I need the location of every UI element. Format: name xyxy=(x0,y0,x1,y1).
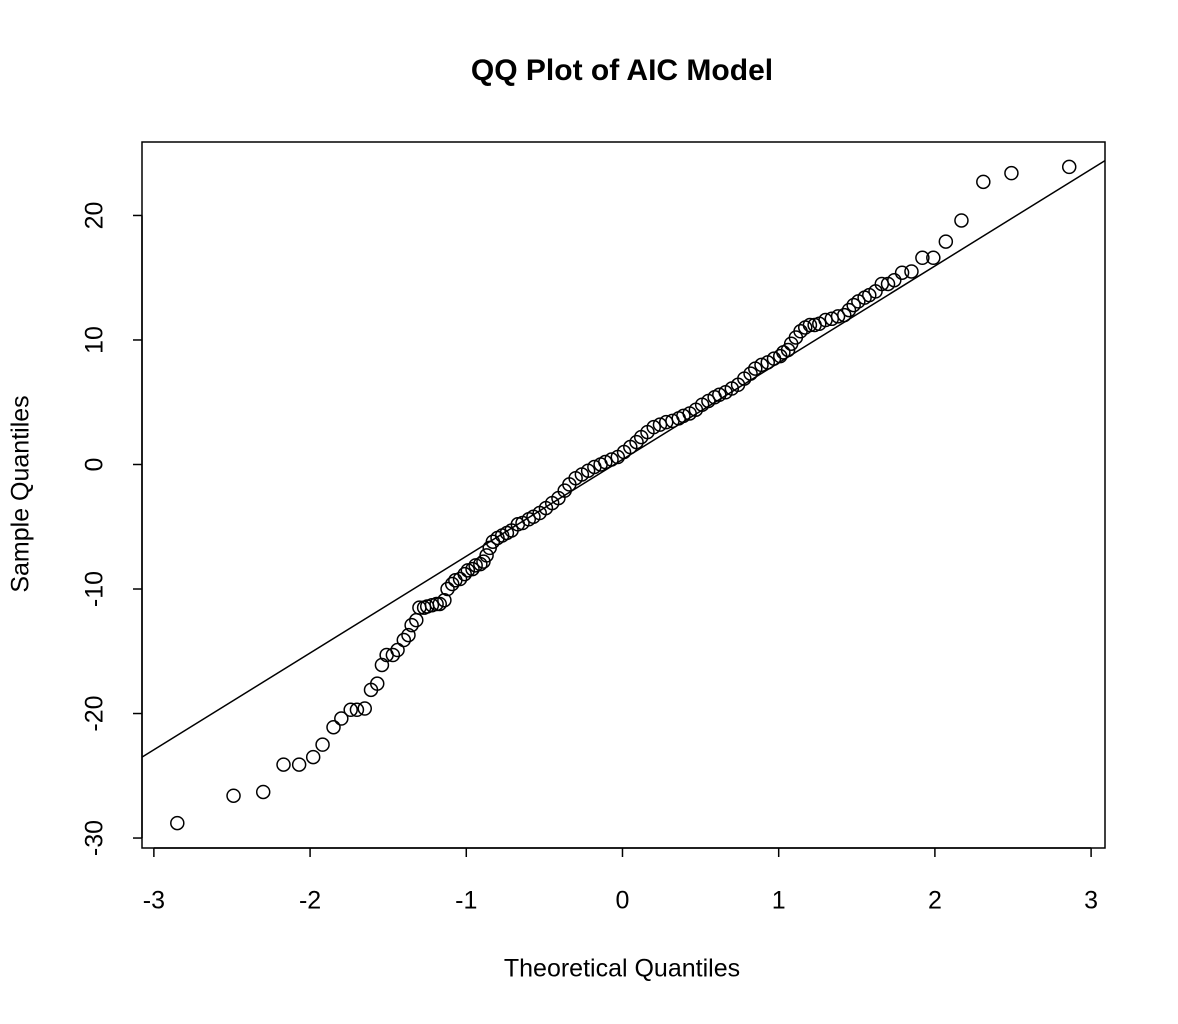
chart-title: QQ Plot of AIC Model xyxy=(471,54,773,87)
x-tick-label: -3 xyxy=(143,887,165,915)
y-tick-label: 0 xyxy=(81,458,109,472)
data-point xyxy=(1061,159,1077,175)
y-tick-label: -20 xyxy=(81,695,109,731)
data-point xyxy=(357,701,372,716)
data-point xyxy=(457,566,472,582)
data-point xyxy=(465,561,480,577)
data-point xyxy=(432,596,447,612)
data-point xyxy=(444,576,460,592)
x-tick-label: 2 xyxy=(928,887,942,915)
plot-box xyxy=(141,141,1106,849)
data-point xyxy=(915,250,930,266)
data-point xyxy=(226,788,241,803)
data-point xyxy=(479,548,494,563)
data-point xyxy=(305,749,321,765)
data-point xyxy=(887,272,902,288)
data-point xyxy=(904,264,919,279)
data-point xyxy=(404,617,419,633)
data-point xyxy=(255,784,271,800)
y-tick-label: 20 xyxy=(81,202,109,230)
data-point xyxy=(629,434,644,450)
y-tick-label: -10 xyxy=(81,571,109,607)
data-point xyxy=(802,317,818,333)
data-point xyxy=(452,571,468,587)
data-point xyxy=(326,719,341,735)
data-point xyxy=(385,647,401,663)
x-tick-label: 1 xyxy=(772,887,786,915)
x-tick-label: -2 xyxy=(299,887,321,915)
x-axis-label: Theoretical Quantiles xyxy=(504,955,740,983)
data-point xyxy=(396,632,412,648)
data-point xyxy=(349,702,365,718)
data-point xyxy=(315,737,330,752)
data-point xyxy=(334,711,349,726)
data-point xyxy=(291,757,307,772)
data-point xyxy=(401,627,416,643)
x-tick-label: 0 xyxy=(616,887,630,915)
data-point xyxy=(598,454,613,470)
data-point xyxy=(1004,165,1019,181)
data-point xyxy=(830,309,846,324)
data-point xyxy=(429,596,444,612)
data-point xyxy=(894,265,910,280)
qq-line xyxy=(142,160,1105,758)
data-point xyxy=(440,581,455,597)
data-point xyxy=(976,174,991,190)
data-point xyxy=(938,234,954,249)
y-axis-label: Sample Quantiles xyxy=(7,395,35,592)
data-point xyxy=(276,757,291,772)
data-point xyxy=(754,357,769,373)
data-point xyxy=(646,419,661,435)
data-point xyxy=(343,702,358,718)
y-tick-label: 10 xyxy=(81,326,109,354)
x-tick-label: 3 xyxy=(1084,887,1098,915)
data-point xyxy=(846,297,861,313)
data-point xyxy=(954,213,969,228)
data-point xyxy=(926,250,941,266)
x-tick-label: -1 xyxy=(455,887,477,915)
data-point xyxy=(437,592,452,608)
data-point xyxy=(841,302,857,318)
data-point xyxy=(369,676,385,691)
data-point xyxy=(170,815,185,831)
y-tick-label: -30 xyxy=(81,820,109,856)
